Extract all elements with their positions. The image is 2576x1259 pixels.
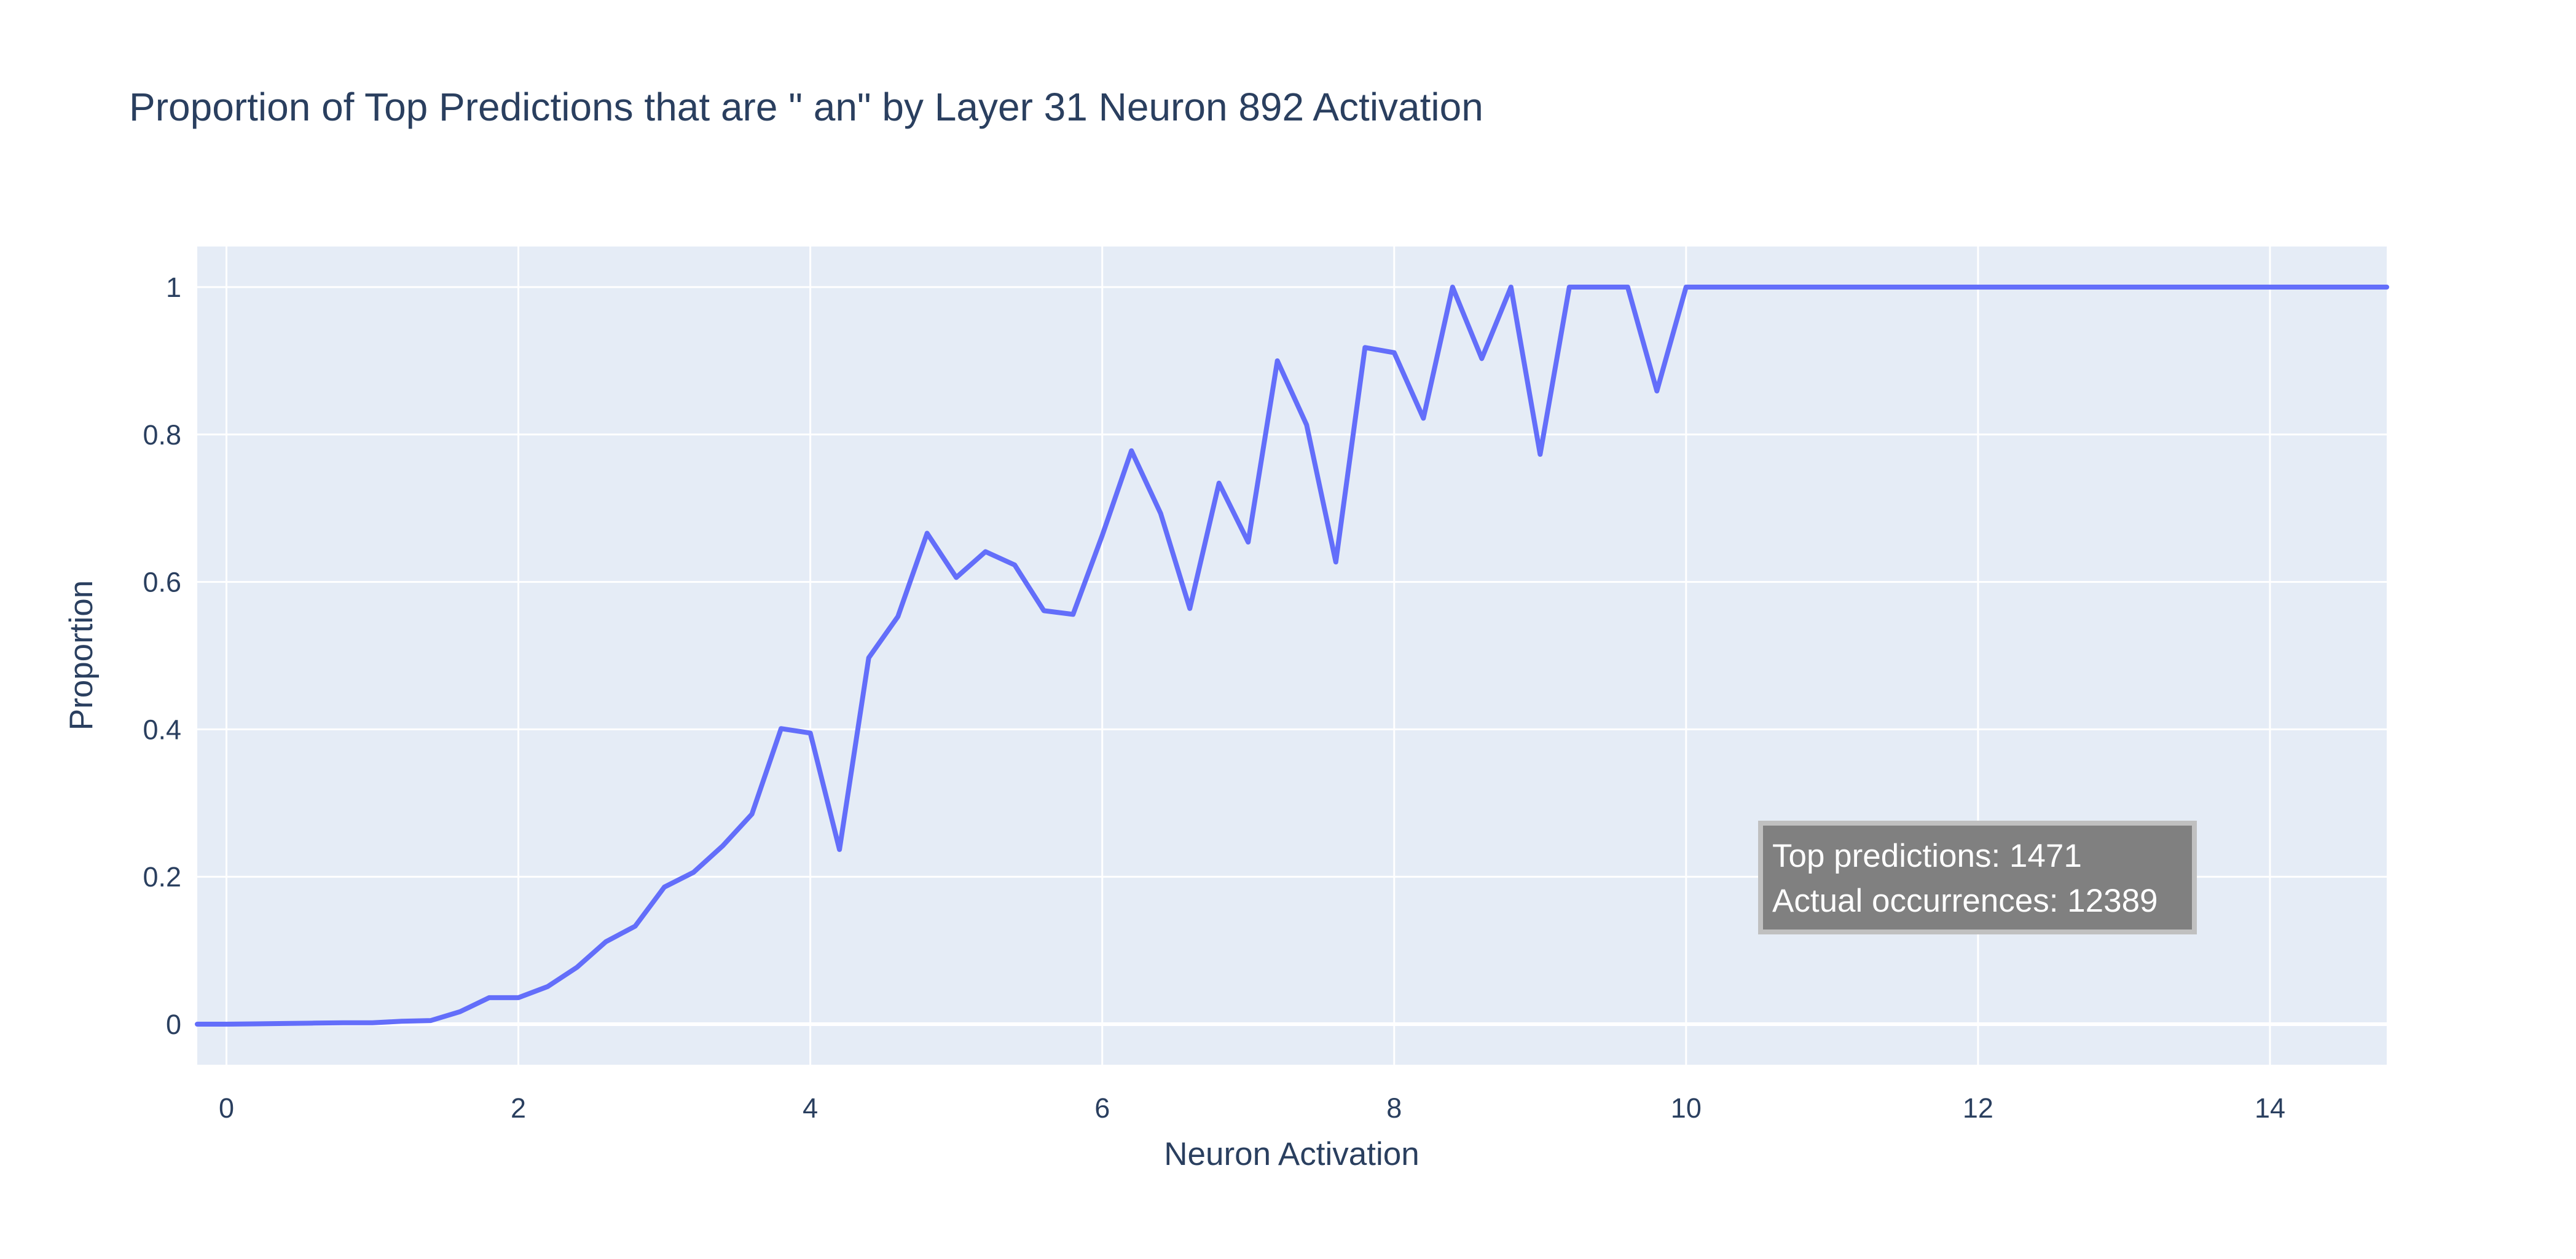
x-axis-title: Neuron Activation (1164, 1136, 1419, 1172)
y-tick-label: 0.6 (143, 567, 181, 598)
x-tick-label: 8 (1386, 1092, 1402, 1124)
y-tick-label: 0 (166, 1009, 181, 1040)
annotation-box: Top predictions: 1471 Actual occurrences… (1758, 821, 2197, 934)
annotation-line-2: Actual occurrences: 12389 (1772, 883, 2158, 919)
x-tick-label: 4 (803, 1092, 818, 1124)
y-tick-label: 0.8 (143, 419, 181, 451)
x-tick-label: 10 (1671, 1092, 1702, 1124)
plot-area (197, 247, 2387, 1065)
annotation-line-1: Top predictions: 1471 (1772, 838, 2082, 874)
y-tick-label: 0.2 (143, 861, 181, 893)
x-tick-labels: 0 2 4 6 8 10 12 14 (219, 1092, 2285, 1124)
x-tick-label: 12 (1963, 1092, 1993, 1124)
x-tick-label: 14 (2255, 1092, 2285, 1124)
x-tick-label: 0 (219, 1092, 234, 1124)
x-tick-label: 2 (511, 1092, 526, 1124)
y-axis-title: Proportion (63, 580, 100, 731)
annotation-background (1758, 821, 2197, 934)
chart-title: Proportion of Top Predictions that are "… (129, 85, 1483, 129)
x-tick-label: 6 (1094, 1092, 1110, 1124)
series-layer (195, 285, 2389, 1027)
y-tick-label: 1 (166, 272, 181, 303)
y-tick-labels: 0 0.2 0.4 0.6 0.8 1 (143, 272, 181, 1040)
y-tick-label: 0.4 (143, 714, 181, 745)
series-line (195, 285, 2389, 1027)
x-gridlines (226, 247, 2271, 1065)
